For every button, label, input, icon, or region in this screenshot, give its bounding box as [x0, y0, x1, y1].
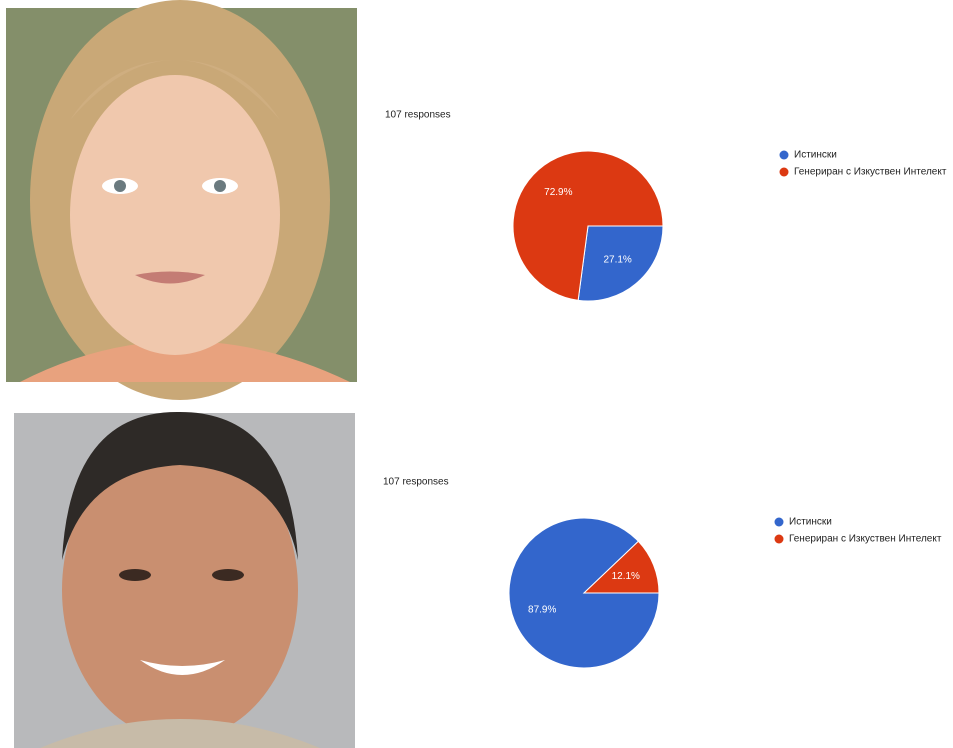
slice-label: 27.1%	[603, 254, 631, 265]
legend-swatch	[774, 534, 784, 544]
pie-slice	[512, 150, 664, 301]
legend-swatch	[774, 517, 784, 527]
legend-label: Истински	[789, 517, 832, 528]
legend-swatch	[779, 167, 789, 177]
subtitle: 107 responses	[383, 477, 449, 488]
slice-label: 12.1%	[612, 571, 640, 582]
pie-slice	[577, 225, 664, 302]
legend-label: Генериран с Изкуствен Интелект	[789, 534, 942, 545]
pie-slice	[582, 540, 660, 594]
slice-label: 87.9%	[528, 604, 556, 615]
photo-woman	[6, 0, 357, 400]
slice-label: 72.9%	[544, 187, 572, 198]
legend-label: Генериран с Изкуствен Интелект	[794, 167, 947, 178]
subtitle: 107 responses	[385, 110, 451, 121]
photo-man	[14, 411, 355, 748]
legend-swatch	[779, 150, 789, 160]
legend-label: Истински	[794, 150, 837, 161]
